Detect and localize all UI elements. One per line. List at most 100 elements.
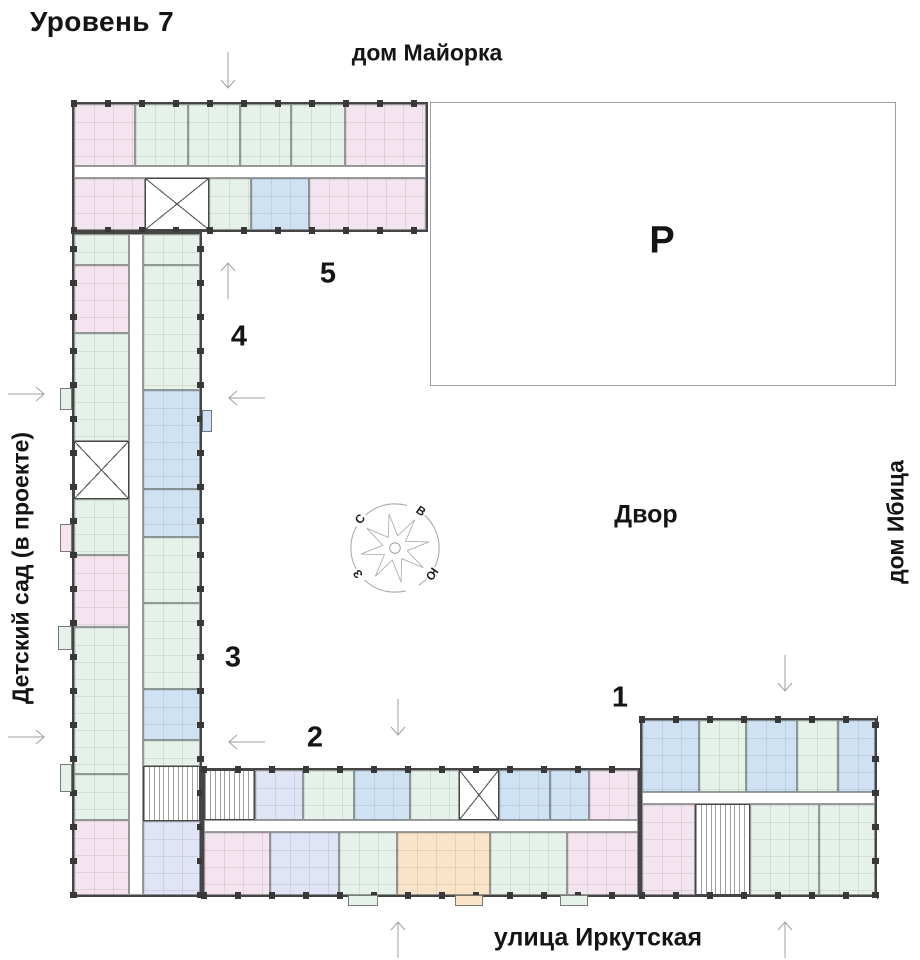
stairwell <box>143 765 200 821</box>
unit-lane <box>642 720 875 792</box>
parking-area <box>430 102 896 386</box>
apartment-unit <box>838 720 875 792</box>
unit-lane <box>74 178 426 230</box>
entrance-arrow-down <box>387 697 409 737</box>
entrance-arrow-right <box>8 717 45 757</box>
wing-bottom <box>201 766 641 899</box>
label-street-irkutskaya: улица Иркутская <box>493 923 703 952</box>
balcony <box>60 764 72 792</box>
corridor <box>74 166 426 178</box>
page-title: Уровень 7 <box>30 6 175 37</box>
apartment-unit <box>143 820 200 896</box>
apartment-unit <box>74 104 136 166</box>
apartment-unit <box>698 720 746 792</box>
apartment-unit <box>550 770 589 820</box>
apartment-unit <box>566 832 638 895</box>
apartment-unit <box>74 626 129 774</box>
unit-lane <box>74 234 129 895</box>
apartment-unit <box>251 178 309 230</box>
compass-rose: С В Ю З <box>347 500 443 596</box>
apartment-unit <box>204 832 270 895</box>
apartment-unit <box>291 104 345 166</box>
apartment-unit <box>750 804 819 895</box>
apartment-unit <box>143 234 200 265</box>
unit-lane <box>204 770 638 820</box>
entrance-arrow-up <box>774 920 796 960</box>
entrance-arrow-down <box>774 653 796 693</box>
apartment-unit <box>208 178 251 230</box>
entrance-arrow-right <box>8 374 45 414</box>
apartment-unit <box>490 832 567 895</box>
entrance-arrow-left <box>228 722 265 762</box>
apartment-unit <box>143 739 200 766</box>
elevator-core <box>74 441 129 500</box>
apartment-unit <box>396 832 491 895</box>
apartment-unit <box>255 770 303 820</box>
label-house-ibiza: дом Ибица <box>882 460 909 584</box>
apartment-unit <box>308 178 426 230</box>
apartment-unit <box>745 720 797 792</box>
section-number-3: 3 <box>224 641 242 674</box>
corridor <box>642 792 875 804</box>
apartment-unit <box>143 488 200 537</box>
apartment-unit <box>143 602 200 690</box>
apartment-unit <box>74 178 146 230</box>
apartment-unit <box>344 104 426 166</box>
label-kindergarten: Детский сад (в проекте) <box>7 431 34 705</box>
apartment-unit <box>187 104 240 166</box>
apartment-unit <box>409 770 460 820</box>
wing-section1 <box>639 716 879 899</box>
apartment-unit <box>143 264 200 391</box>
balcony <box>348 895 378 906</box>
balcony <box>58 626 72 650</box>
section-number-2: 2 <box>306 721 324 754</box>
apartment-unit <box>135 104 188 166</box>
apartment-unit <box>74 499 129 556</box>
unit-lane <box>74 104 426 166</box>
apartment-unit <box>74 234 129 265</box>
label-courtyard: Двор <box>614 500 678 529</box>
apartment-unit <box>588 770 638 820</box>
wing-top <box>71 100 429 234</box>
unit-lane <box>642 804 875 895</box>
corridor <box>204 820 638 832</box>
entrance-arrow-up <box>217 261 239 301</box>
apartment-unit <box>239 104 292 166</box>
elevator-core <box>459 770 500 820</box>
section-number-5: 5 <box>319 257 337 290</box>
apartment-unit <box>354 770 410 820</box>
balcony <box>455 895 483 906</box>
apartment-unit <box>269 832 340 895</box>
apartment-unit <box>339 832 397 895</box>
stairwell <box>204 770 256 820</box>
apartment-unit <box>74 773 129 821</box>
unit-lane <box>204 832 638 895</box>
corridor <box>129 234 143 895</box>
apartment-unit <box>818 804 875 895</box>
balcony <box>560 895 588 906</box>
apartment-unit <box>143 536 200 603</box>
apartment-unit <box>74 555 129 627</box>
apartment-unit <box>143 390 200 489</box>
apartment-unit <box>796 720 839 792</box>
apartment-unit <box>642 804 696 895</box>
apartment-unit <box>143 689 200 740</box>
apartment-unit <box>642 720 699 792</box>
apartment-unit <box>302 770 355 820</box>
section-number-4: 4 <box>230 320 248 353</box>
balcony <box>60 388 72 410</box>
section-number-1: 1 <box>611 681 629 714</box>
entrance-arrow-up <box>387 920 409 960</box>
entrance-arrow-down <box>217 50 239 90</box>
entrance-arrow-left <box>228 378 265 418</box>
balcony <box>60 524 72 552</box>
apartment-unit <box>74 332 129 442</box>
unit-lane <box>143 234 200 896</box>
apartment-unit <box>74 820 129 895</box>
label-parking-p: Р <box>649 219 675 262</box>
label-house-mayorka: дом Майорка <box>351 39 503 66</box>
compass-graphic <box>350 503 440 593</box>
elevator-core <box>145 178 209 230</box>
apartment-unit <box>74 265 129 333</box>
